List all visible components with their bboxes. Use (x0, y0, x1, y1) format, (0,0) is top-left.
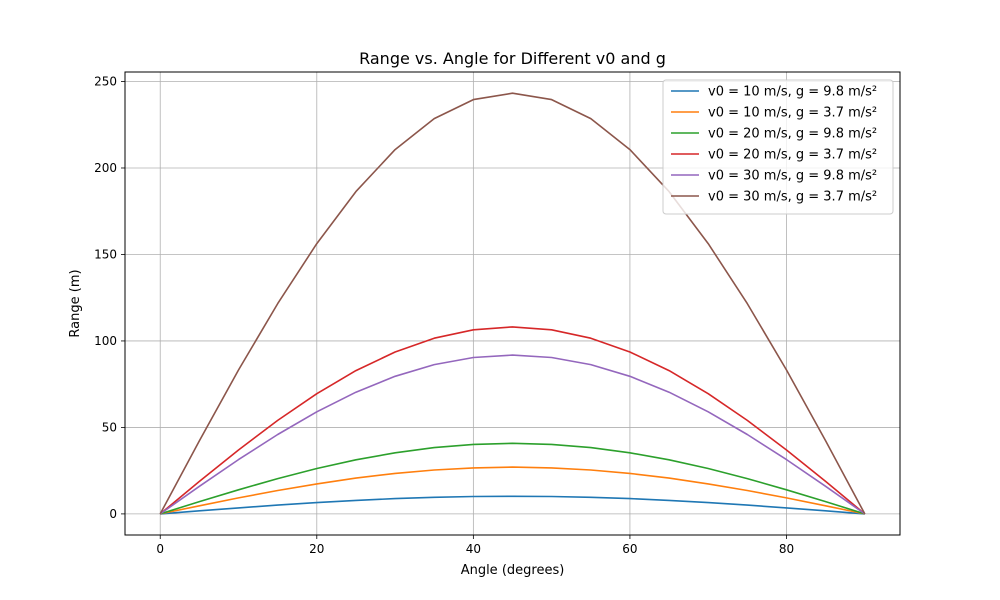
chart-title: Range vs. Angle for Different v0 and g (359, 49, 666, 68)
series-line-2 (160, 466, 865, 515)
x-tick-label: 0 (156, 542, 164, 556)
legend-label-1: v0 = 10 m/s, g = 9.8 m/s² (708, 85, 877, 100)
series-line-3 (159, 442, 866, 515)
legend-box (662, 79, 894, 215)
legend: v0 = 10 m/s, g = 9.8 m/s² v0 = 10 m/s, g … (662, 79, 894, 215)
legend-label-6: v0 = 30 m/s, g = 3.7 m/s² (708, 190, 877, 205)
x-tick-label: 80 (779, 542, 794, 556)
y-tick-label: 150 (94, 247, 117, 261)
series-lines (159, 92, 866, 515)
y-axis-label: Range (m) (68, 269, 83, 337)
plot-frame (124, 71, 901, 536)
x-axis-label: Angle (degrees) (461, 563, 565, 578)
x-tick-label: 20 (309, 542, 324, 556)
y-tick-label: 200 (94, 161, 117, 175)
legend-label-5: v0 = 30 m/s, g = 9.8 m/s² (708, 169, 877, 184)
axis-ticks: 0 20 40 60 80 0 50 100 150 200 250 (94, 75, 794, 556)
y-tick-label: 100 (94, 334, 117, 348)
legend-label-4: v0 = 20 m/s, g = 3.7 m/s² (708, 148, 877, 163)
legend-label-2: v0 = 10 m/s, g = 3.7 m/s² (708, 106, 877, 121)
x-tick-label: 60 (622, 542, 637, 556)
legend-label-3: v0 = 20 m/s, g = 9.8 m/s² (708, 127, 877, 142)
y-tick-label: 0 (109, 507, 117, 521)
series-line-6 (159, 92, 866, 515)
series-line-5 (159, 354, 866, 515)
y-tick-label: 250 (94, 75, 117, 89)
series-line-1 (160, 495, 865, 515)
series-line-4 (159, 326, 866, 515)
x-tick-label: 40 (466, 542, 481, 556)
y-tick-label: 50 (102, 420, 117, 434)
